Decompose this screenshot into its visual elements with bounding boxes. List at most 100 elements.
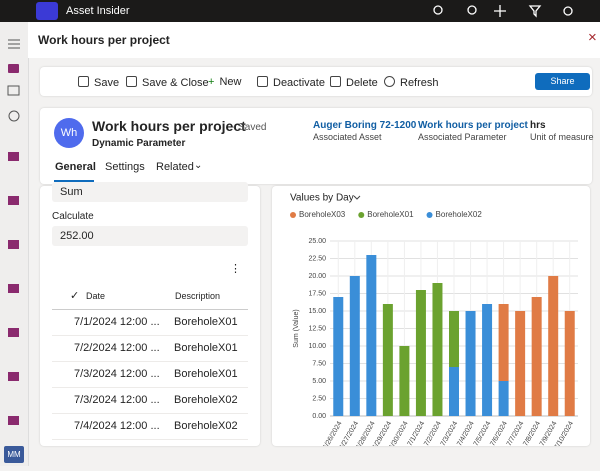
bar-segment (482, 304, 493, 416)
label: Save (94, 77, 120, 89)
label: New (219, 76, 242, 88)
bar-segment (531, 297, 542, 416)
field-value: hrs (530, 120, 546, 131)
y-tick-label: 7.50 (312, 360, 326, 367)
form-title: Work hours per project (38, 33, 170, 47)
field-value[interactable]: Work hours per project (418, 120, 528, 131)
nav-icons[interactable] (0, 22, 28, 466)
record-status: - Saved (232, 122, 267, 133)
grid-cell: 7/3/2024 12:00 ... (74, 394, 160, 406)
delete-button[interactable]: Delete (330, 76, 378, 89)
grid-cell: 7/3/2024 12:00 ... (74, 368, 160, 380)
form-header: Work hours per project × (28, 22, 600, 58)
grid-row[interactable]: 7/3/2024 12:00 ... BoreholeX02 (52, 387, 248, 414)
new-button[interactable]: + New (208, 76, 242, 88)
grid-header: ✓ Date Description (52, 283, 248, 310)
chart: Values by Day BoreholeX03 BoreholeX01 Boreh… (290, 193, 578, 446)
y-tick-label: 22.50 (308, 255, 326, 262)
top-bar: Asset Insider (0, 0, 600, 22)
record-header: Wh Work hours per project - Saved Dynami… (40, 108, 594, 184)
y-tick-label: 25.00 (308, 238, 326, 245)
grid-cell: BoreholeX01 (174, 342, 238, 354)
bar-segment (465, 311, 476, 416)
column-header[interactable]: Date (86, 291, 106, 301)
field-value[interactable]: Auger Boring 72-1200 (313, 120, 417, 131)
legend-label: BoreholeX02 (436, 210, 483, 219)
grid-cell: 7/4/2024 12:00 ... (74, 420, 160, 432)
bar-segment (498, 304, 509, 381)
y-tick-label: 15.00 (308, 308, 326, 315)
tab[interactable]: Related (156, 161, 194, 173)
bar-segment (564, 311, 575, 416)
record-avatar: Wh (54, 118, 84, 148)
legend-marker (426, 212, 433, 218)
command-bar (40, 67, 592, 96)
legend-label: BoreholeX03 (299, 210, 346, 219)
grid-row[interactable]: 7/4/2024 12:00 ... BoreholeX02 (52, 413, 248, 440)
grid-cell: BoreholeX01 (174, 368, 238, 380)
bar-segment (548, 276, 559, 416)
logo (36, 2, 58, 20)
grid-row[interactable]: 7/3/2024 12:00 ... BoreholeX01 (52, 361, 248, 388)
grid-cell: BoreholeX02 (174, 420, 238, 432)
tab-underline (54, 180, 94, 182)
legend-marker (358, 212, 365, 218)
y-axis-label: Sum (Value) (293, 309, 300, 347)
y-tick-label: 12.50 (308, 325, 326, 332)
record-entity: Dynamic Parameter (92, 138, 186, 149)
bar-segment (415, 290, 426, 416)
deactivate-button[interactable]: Deactivate (257, 76, 325, 89)
save-close-button[interactable]: Save & Close (126, 76, 209, 89)
bar-segment (432, 283, 443, 416)
left-panel: Sum Calculate 252.00 ⋮ ✓ Date Descriptio… (40, 182, 260, 446)
calculate-field: 252.00 (52, 226, 248, 246)
y-tick-label: 0.00 (312, 413, 326, 420)
bar-segment (498, 381, 509, 416)
bar-segment (349, 276, 360, 416)
title-chevron (353, 195, 361, 200)
label: Save & Close (142, 77, 209, 89)
field-label: Unit of measure (530, 132, 594, 142)
field-label: Associated Parameter (418, 132, 507, 142)
bar-segment (333, 297, 344, 416)
aggregation-field[interactable]: Sum (52, 182, 248, 202)
grid-row[interactable]: 7/2/2024 12:00 ... BoreholeX01 (52, 335, 248, 362)
bar-segment (366, 255, 377, 416)
save-button[interactable]: Save (78, 76, 119, 89)
chart-panel: Values by Day BoreholeX03 BoreholeX01 Boreh… (272, 186, 590, 446)
grid-cell: BoreholeX02 (174, 394, 238, 406)
refresh-button[interactable]: Refresh (384, 76, 439, 89)
label: Delete (346, 77, 378, 89)
y-tick-label: 5.00 (312, 378, 326, 385)
tab-chevron: ⌄ (194, 160, 203, 171)
grid-menu[interactable]: ⋮ (230, 263, 241, 275)
record-name: Work hours per project (92, 118, 246, 134)
bar-segment (449, 311, 459, 367)
app-name: Asset Insider (66, 5, 130, 17)
chart-title: Values by Day (290, 193, 354, 204)
top-icons[interactable] (430, 4, 590, 18)
bar-segment (449, 367, 459, 416)
grid-cell: BoreholeX01 (174, 316, 238, 328)
nav-rail: MM (0, 22, 29, 466)
label: Deactivate (273, 77, 325, 89)
user-avatar[interactable]: MM (4, 446, 24, 463)
grid-cell: 7/2/2024 12:00 ... (74, 342, 160, 354)
grid-cell: 7/1/2024 12:00 ... (74, 316, 160, 328)
field-label: Associated Asset (313, 132, 382, 142)
y-tick-label: 17.50 (308, 290, 326, 297)
close-button[interactable]: × (588, 29, 597, 46)
tab[interactable]: Settings (105, 161, 145, 173)
tab[interactable]: General (55, 161, 96, 173)
y-tick-label: 2.50 (312, 395, 326, 402)
y-tick-label: 10.00 (308, 343, 326, 350)
legend-label: BoreholeX01 (367, 210, 414, 219)
column-header[interactable]: Description (175, 291, 221, 301)
calculate-label: Calculate (52, 211, 94, 222)
grid-row[interactable]: 7/1/2024 12:00 ... BoreholeX01 (52, 309, 248, 336)
label: Refresh (400, 77, 439, 89)
bar-segment (399, 346, 410, 416)
y-tick-label: 20.00 (308, 273, 326, 280)
share-button[interactable]: Share (535, 73, 590, 90)
